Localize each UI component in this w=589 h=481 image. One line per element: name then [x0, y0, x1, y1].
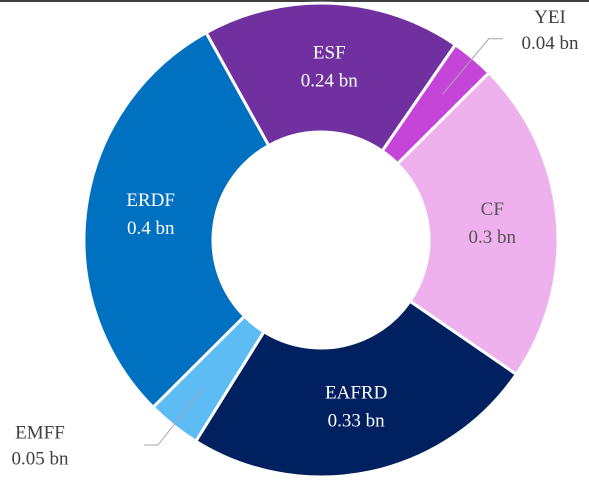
donut-slice [204, 1, 458, 154]
donut-slice [82, 30, 271, 410]
donut-slice [395, 70, 560, 377]
slice-label: CF [481, 199, 504, 220]
slice-label: ERDF [126, 190, 175, 211]
slice-value: 0.04 bn [522, 33, 580, 54]
slice-value: 0.24 bn [301, 71, 359, 92]
callout-line [143, 388, 204, 446]
slice-label: EMFF [15, 422, 65, 443]
slice-label: EAFRD [325, 383, 387, 404]
donut-slice [193, 299, 519, 479]
slice-value: 0.4 bn [127, 218, 175, 239]
slice-value: 0.33 bn [328, 411, 386, 432]
slice-label: ESF [313, 43, 346, 64]
slice-value: 0.3 bn [469, 227, 517, 248]
callout-line [442, 38, 503, 95]
slice-label: YEI [534, 7, 566, 28]
slice-value: 0.05 bn [12, 448, 70, 469]
